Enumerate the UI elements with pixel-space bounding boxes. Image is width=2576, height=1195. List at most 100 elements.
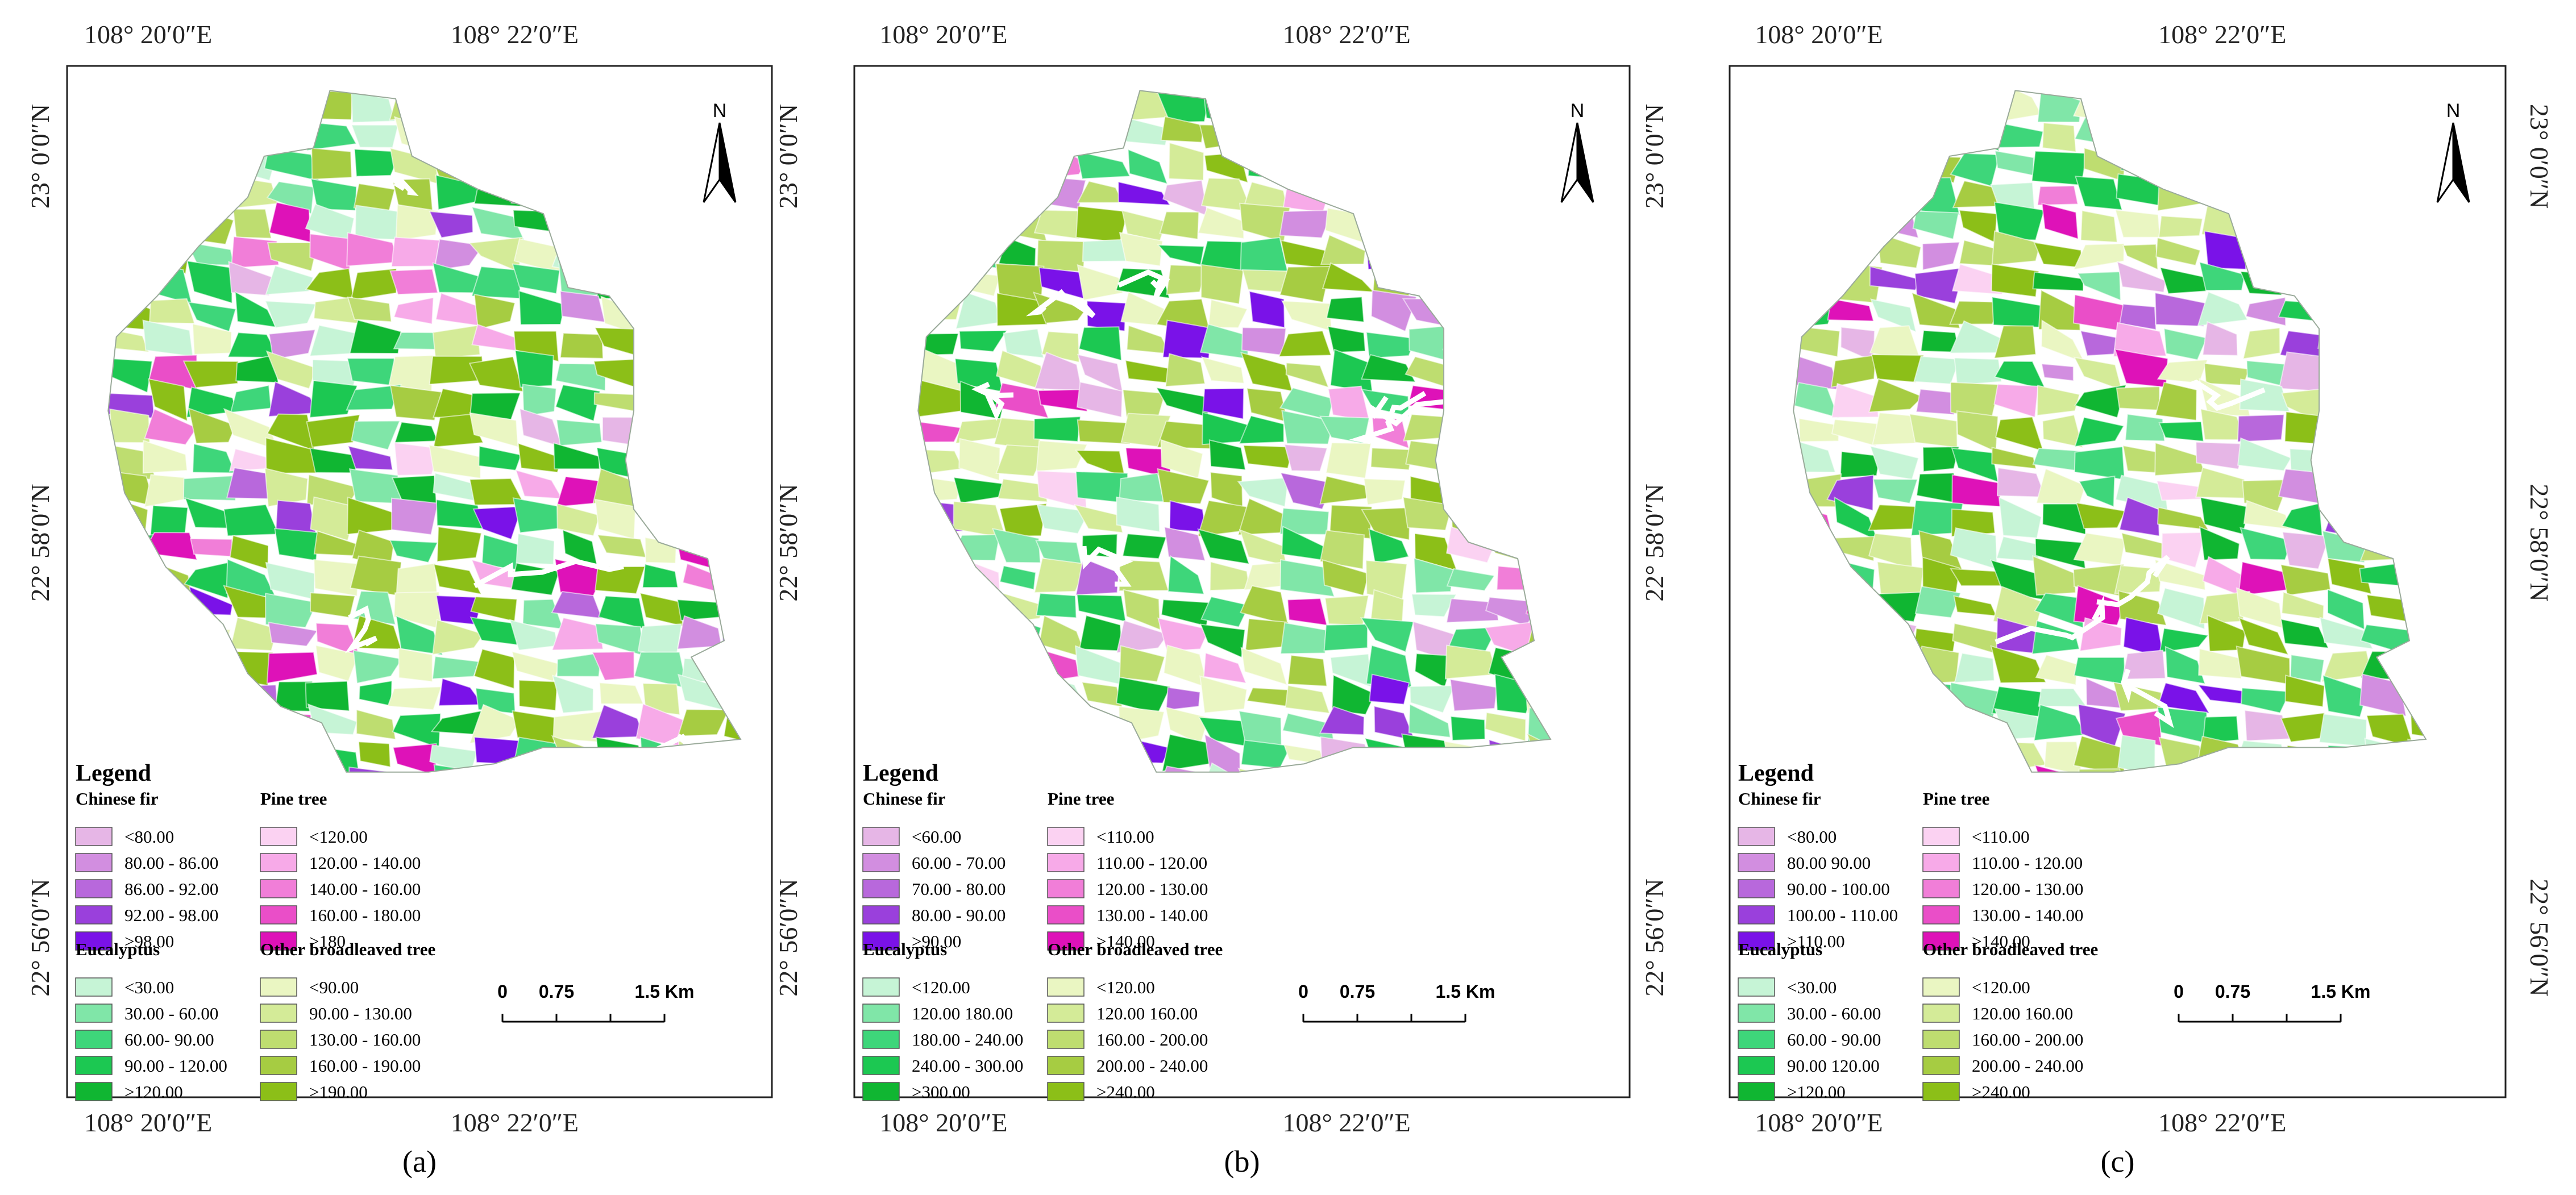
stand-patch [2198,648,2242,680]
stand-patch [1159,211,1200,240]
stand-patch [2122,243,2159,270]
stand-patch [1037,389,1088,413]
stand-patch [1363,478,1406,506]
stand-patch [516,532,555,565]
stand-patch [352,590,396,626]
stand-patch [1990,645,2047,684]
legend-group: Pine tree [260,789,327,809]
stand-patch [473,648,516,690]
stand-patch [1117,181,1171,206]
stand-patch [642,682,680,715]
stand-patch [1119,645,1166,682]
stand-patch [2282,531,2330,570]
stand-patch [1281,410,1335,445]
stand-patch [522,384,557,417]
stand-patch [473,293,516,330]
stand-patch [1116,619,1169,653]
legend-label: <80.00 [124,827,174,847]
stand-patch [1197,528,1250,565]
stand-patch [183,561,229,599]
legend-swatch [1047,1030,1085,1049]
stand-patch [1993,325,2037,359]
stand-patch [2117,734,2156,772]
coord-label: 23° 0′0″N [1640,104,1669,209]
legend-swatch [260,977,297,997]
coord-label: 22° 58′0″N [1640,484,1669,601]
stand-patch [1954,357,2002,386]
north-label: N [1570,100,1585,122]
stand-patch [1278,330,1332,357]
stream-gap [2096,555,2170,607]
stand-patch [1237,477,1289,507]
legend-label: 30.00 - 60.00 [124,1004,218,1023]
stand-patch [2199,261,2246,292]
stand-patch [2278,351,2326,392]
stand-patch [1360,353,1416,383]
stand-patch [2243,499,2291,530]
stand-patch [2037,185,2079,206]
scale-label: 0.75 [539,981,574,1002]
legend-label: >190.00 [309,1082,368,1102]
stand-patch [1165,686,1201,711]
stand-patch [149,298,196,324]
legend-swatch [1047,977,1085,997]
legend-label: 100.00 - 110.00 [1787,905,1898,925]
legend-swatch [260,1004,297,1023]
stand-patch [354,148,402,177]
stand-patch [995,444,1048,477]
scale-label: 1.5 Km [2311,981,2371,1002]
legend-label: <120.00 [1972,977,2030,997]
legend-label: <80.00 [1787,827,1837,847]
stand-patch [144,408,198,445]
stand-patch [1839,451,1881,478]
legend-label: 160.00 - 180.00 [309,905,421,925]
stand-patch [518,290,566,326]
stand-patch [1078,326,1123,361]
stand-patch [1408,703,1451,738]
stand-patch [2161,531,2207,569]
stand-patch [551,674,594,714]
stand-patch [1119,472,1165,503]
legend-label: >300.00 [912,1082,970,1102]
legend-swatch [1738,853,1775,872]
stand-patch [1949,300,2002,325]
coord-label: 22° 58′0″N [2525,484,2554,601]
stand-patch [591,651,635,681]
stand-patch [1993,201,2045,241]
coord-label: 108° 22′0″E [1283,1108,1411,1137]
stream-gap [1117,269,1170,298]
stand-patch [1241,327,1287,356]
stream-gap [1025,289,1096,318]
stand-patch [2075,176,2123,211]
scale-label: 0 [497,981,508,1002]
stand-patch [393,297,434,325]
legend-label: 30.00 - 60.00 [1787,1004,1881,1023]
stand-patch [358,741,391,768]
legend-group: Chinese fir [863,789,946,809]
stand-patch [2163,328,2208,361]
stand-patch [182,474,239,501]
scale-label: 1.5 Km [635,981,695,1002]
stand-patch [1445,598,1499,623]
stand-patch [306,414,361,448]
stand-patch [1036,593,1077,619]
stand-patch [149,505,189,537]
stand-patch [1998,496,2042,539]
stand-patch [1287,655,1328,687]
legend-swatch [75,1056,113,1075]
stand-patch [1446,568,1495,592]
stand-patch [1166,264,1208,295]
legend-label: >98.00 [124,931,174,951]
legend-swatch [75,931,113,951]
stand-patch [428,444,481,479]
legend-label: <110.00 [1096,827,1154,847]
stand-patch [1165,353,1206,388]
stand-patch [2204,230,2247,270]
stand-patch [396,563,438,596]
legend-label: <60.00 [912,827,961,847]
coord-label: 22° 58′0″N [26,484,55,601]
stand-patch [347,445,393,470]
stand-patch [1324,594,1369,626]
stand-patch [268,328,316,360]
north-label: N [713,100,727,122]
